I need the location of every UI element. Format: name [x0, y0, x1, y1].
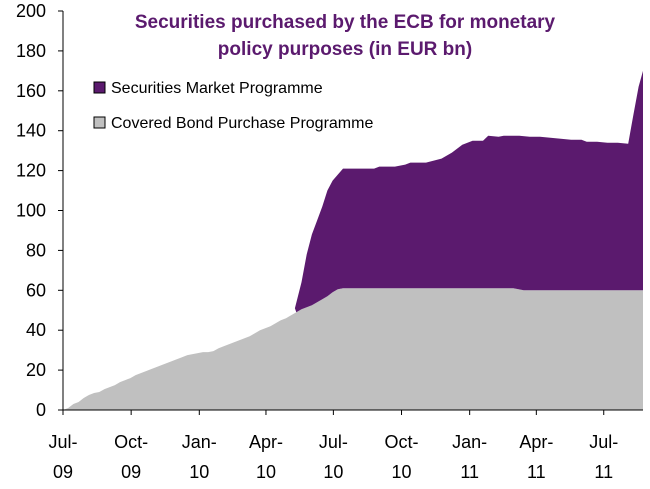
legend-swatch-covered-bond-purchase-programme: [93, 116, 106, 129]
y-tick-label: 60: [26, 280, 46, 300]
x-tick-label: 10: [323, 462, 343, 482]
y-tick-label: 20: [26, 360, 46, 380]
x-tick-label: Apr-: [519, 432, 553, 452]
legend: Securities Market Programme Covered Bond…: [93, 80, 373, 132]
x-tick-label: Jul-: [48, 432, 77, 452]
y-tick-label: 40: [26, 320, 46, 340]
y-tick-label: 200: [16, 1, 46, 21]
y-tick-label: 180: [16, 41, 46, 61]
x-tick-label: Oct-: [385, 432, 419, 452]
x-tick-label: 11: [460, 462, 479, 482]
y-tick-label: 100: [16, 201, 46, 221]
x-tick-label: 09: [53, 462, 73, 482]
y-axis-ticks: 0 20 40 60 80 100 120 140 160 180 200: [16, 1, 63, 420]
x-tick-label: Jan-: [452, 432, 487, 452]
y-tick-label: 0: [36, 400, 46, 420]
chart-title-line-1: Securities purchased by the ECB for mone…: [135, 12, 556, 33]
x-tick-label: 10: [256, 462, 276, 482]
legend-swatch-securities-market-programme: [93, 81, 106, 94]
x-tick-label: 11: [594, 462, 613, 482]
x-axis-ticks: Jul- 09 Oct- 09 Jan- 10 Apr- 10 Jul- 10 Oct- 10 Jan-…: [48, 410, 618, 482]
x-tick-label: Jan-: [182, 432, 217, 452]
x-tick-label: 10: [392, 462, 412, 482]
x-tick-label: 11: [527, 462, 546, 482]
legend-label-securities-market-programme: Securities Market Programme: [111, 80, 323, 97]
x-tick-label: 09: [121, 462, 141, 482]
y-tick-label: 80: [26, 240, 46, 260]
y-tick-label: 140: [16, 121, 46, 141]
y-tick-label: 120: [16, 161, 46, 181]
area-covered-bond-purchase-programme: [63, 288, 643, 410]
x-tick-label: Apr-: [249, 432, 283, 452]
x-tick-label: Oct-: [114, 432, 148, 452]
chart-title-line-2: policy purposes (in EUR bn): [218, 39, 472, 60]
x-tick-label: Jul-: [319, 432, 348, 452]
y-tick-label: 160: [16, 81, 46, 101]
x-tick-label: Jul-: [589, 432, 618, 452]
area-securities-market-programme: [294, 70, 643, 313]
x-tick-label: 10: [189, 462, 209, 482]
plot-areas: [63, 70, 643, 410]
legend-label-covered-bond-purchase-programme: Covered Bond Purchase Programme: [111, 115, 373, 132]
